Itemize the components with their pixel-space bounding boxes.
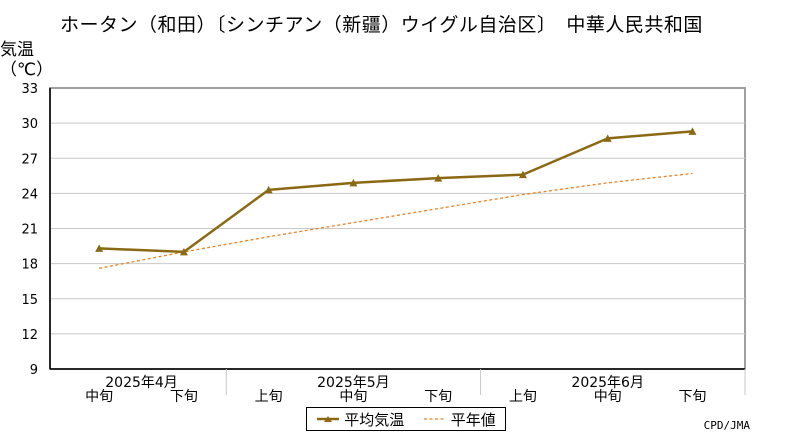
y-axis-label: 気温 （℃） [0,40,54,80]
x-tick-label: 下旬 [678,389,706,405]
series-average-point [434,174,443,182]
x-tick-label: 中旬 [85,389,113,405]
credit-text: CPD/JMA [703,419,750,432]
x-tick-label: 上旬 [509,389,537,405]
x-tick-label: 下旬 [170,389,198,405]
series-average-point [518,170,527,179]
legend-normal-label: 平年値 [450,410,496,429]
series-average-point [264,185,273,194]
series-average-point [349,178,358,187]
y-tick-label: 27 [21,152,38,167]
y-tick-label: 15 [21,293,38,308]
y-tick-label: 21 [21,223,38,238]
y-tick-label: 24 [21,187,38,202]
legend: 平均気温 平年値 [306,407,506,431]
legend-average-swatch-icon [317,416,340,422]
series-average-point [688,127,697,135]
y-tick-label: 18 [21,258,38,273]
chart-title: ホータン（和田）〔シンチアン（新疆）ウイグル自治区〕 中華人民共和国 [60,14,703,36]
y-tick-label: 12 [21,328,38,343]
x-group-label: 2025年6月 [571,375,644,391]
legend-item-average: 平均気温 [316,409,404,430]
legend-average-label: 平均気温 [344,410,405,429]
x-tick-label: 上旬 [255,389,283,405]
x-tick-label: 下旬 [424,389,452,405]
y-tick-label: 9 [30,363,38,378]
series-average-point [179,247,188,256]
series-normal-line [99,172,693,269]
x-group-label: 2025年5月 [317,375,390,391]
series-average-point [95,244,104,252]
y-tick-label: 33 [21,82,38,97]
legend-normal-swatch-icon [423,418,446,420]
y-tick-label: 30 [21,117,38,132]
x-tick-label: 中旬 [339,389,367,405]
x-tick-label: 中旬 [594,389,622,405]
x-group-label: 2025年4月 [105,375,178,391]
series-average-point [603,134,612,142]
series-average-line [99,130,693,254]
legend-item-normal: 平年値 [423,409,496,430]
